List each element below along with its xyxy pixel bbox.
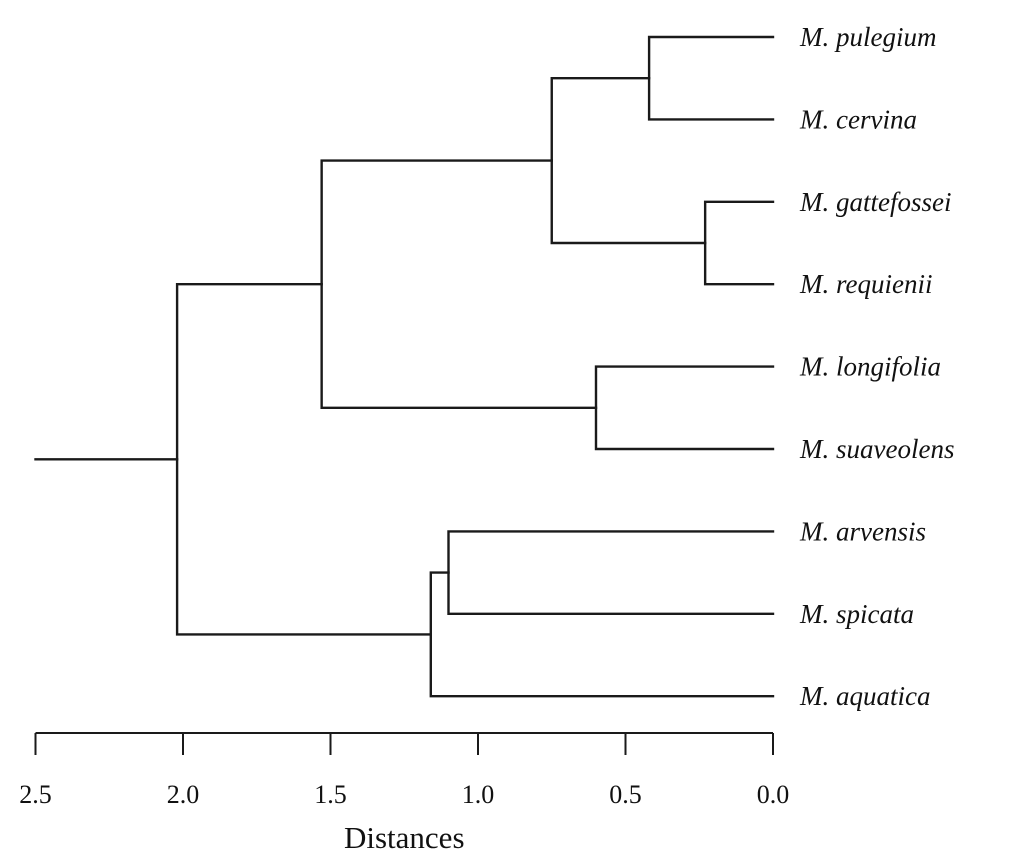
x-axis-tick-label: 0.5 <box>609 780 642 809</box>
x-axis-tick-label: 1.5 <box>314 780 347 809</box>
leaf-label: M. requienii <box>799 269 932 299</box>
x-axis: 2.5 2.0 1.5 1.0 0.5 0.0 Distances <box>19 732 789 855</box>
merge-branch-8 <box>175 283 432 636</box>
x-axis-tick-label: 2.5 <box>19 780 52 809</box>
leaf-label: M. arvensis <box>799 516 926 546</box>
branches <box>34 35 775 698</box>
merge-branch-1 <box>703 200 775 286</box>
leaf-label: M. cervina <box>799 104 917 134</box>
x-axis-tick-label: 0.0 <box>757 780 790 809</box>
merge-branch-7 <box>320 159 598 409</box>
x-axis-ticks: 2.5 2.0 1.5 1.0 0.5 0.0 <box>19 733 789 809</box>
x-axis-title: Distances <box>344 820 465 855</box>
x-axis-tick-label: 2.0 <box>167 780 200 809</box>
leaf-label: M. pulegium <box>799 22 936 52</box>
merge-branch-5 <box>447 530 775 615</box>
x-axis-tick-label: 1.0 <box>462 780 495 809</box>
merge-branch-4 <box>550 77 707 245</box>
leaf-label: M. longifolia <box>799 352 941 382</box>
leaf-label: M. suaveolens <box>799 434 954 464</box>
merge-branch-6 <box>429 571 775 698</box>
merge-branch-2 <box>647 35 775 121</box>
leaf-label: M. aquatica <box>799 681 930 711</box>
leaf-label: M. spicata <box>799 599 914 629</box>
merge-branch-3 <box>594 365 775 451</box>
leaf-labels: M. pulegium M. cervina M. gattefossei M. re… <box>799 22 954 711</box>
leaf-label: M. gattefossei <box>799 187 951 217</box>
